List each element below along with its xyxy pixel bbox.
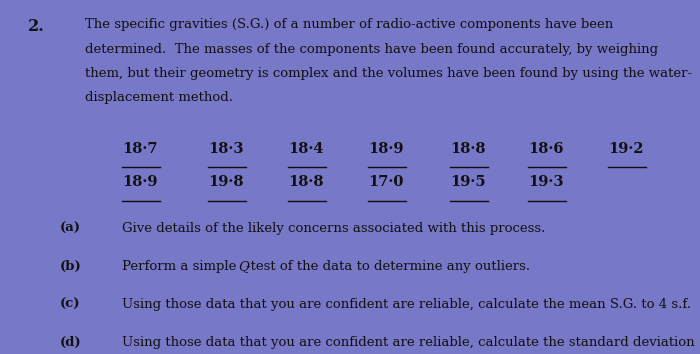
- Text: 19·3: 19·3: [528, 175, 564, 189]
- Text: 18·4: 18·4: [288, 142, 323, 156]
- Text: (c): (c): [60, 298, 80, 311]
- Text: 18·7: 18·7: [122, 142, 158, 156]
- Text: 18·8: 18·8: [288, 175, 323, 189]
- Text: 18·9: 18·9: [122, 175, 158, 189]
- Text: (b): (b): [60, 260, 82, 273]
- Text: 18·9: 18·9: [368, 142, 403, 156]
- Text: them, but their geometry is complex and the volumes have been found by using the: them, but their geometry is complex and …: [85, 67, 692, 80]
- Text: 18·3: 18·3: [208, 142, 244, 156]
- Text: The specific gravities (S.G.) of a number of radio-active components have been: The specific gravities (S.G.) of a numbe…: [85, 18, 613, 31]
- Text: 19·5: 19·5: [450, 175, 486, 189]
- Text: -test of the data to determine any outliers.: -test of the data to determine any outli…: [246, 260, 531, 273]
- Text: displacement method.: displacement method.: [85, 91, 233, 104]
- Text: Give details of the likely concerns associated with this process.: Give details of the likely concerns asso…: [122, 222, 545, 235]
- Text: 18·8: 18·8: [450, 142, 486, 156]
- Text: (a): (a): [60, 222, 81, 235]
- Text: Perform a simple: Perform a simple: [122, 260, 241, 273]
- Text: 2.: 2.: [28, 18, 45, 35]
- Text: Using those data that you are confident are reliable, calculate the mean S.G. to: Using those data that you are confident …: [122, 298, 691, 311]
- Text: 17·0: 17·0: [368, 175, 403, 189]
- Text: (d): (d): [60, 336, 82, 349]
- Text: 19·8: 19·8: [208, 175, 244, 189]
- Text: Q: Q: [239, 260, 249, 273]
- Text: 18·6: 18·6: [528, 142, 564, 156]
- Text: 19·2: 19·2: [608, 142, 643, 156]
- Text: determined.  The masses of the components have been found accurately, by weighin: determined. The masses of the components…: [85, 42, 658, 56]
- Text: Using those data that you are confident are reliable, calculate the standard dev: Using those data that you are confident …: [122, 336, 694, 354]
